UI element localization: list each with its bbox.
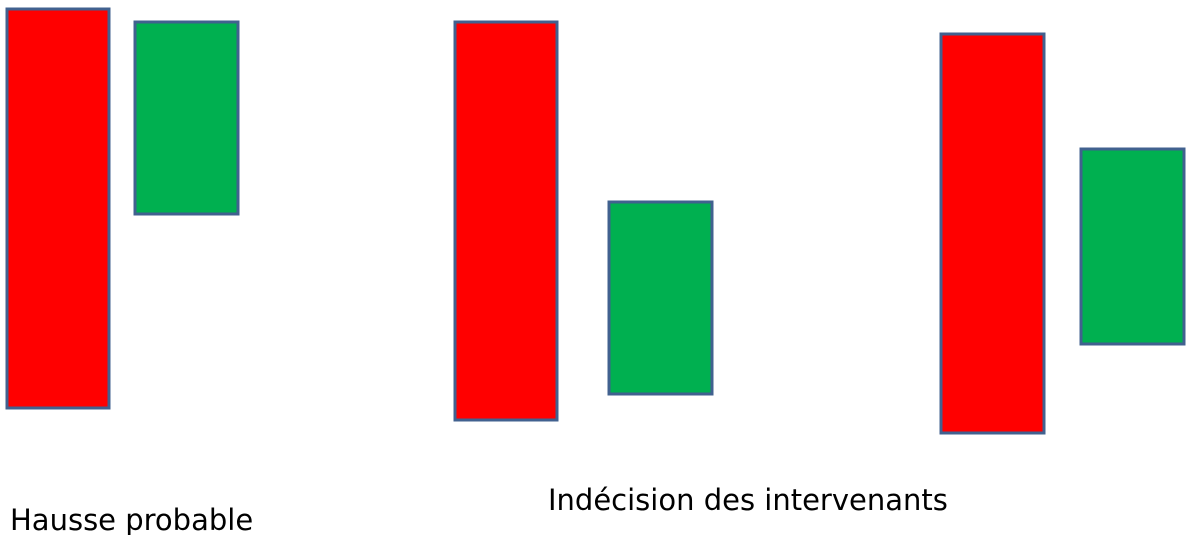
green-candle bbox=[607, 200, 714, 396]
red-candle bbox=[453, 20, 559, 422]
red-candle bbox=[939, 32, 1046, 435]
green-candle bbox=[1079, 147, 1186, 346]
right-label: Indécision des intervenants bbox=[548, 483, 948, 517]
red-candle bbox=[5, 7, 111, 410]
left-label: Hausse probable bbox=[10, 503, 253, 535]
green-candle bbox=[133, 20, 240, 216]
